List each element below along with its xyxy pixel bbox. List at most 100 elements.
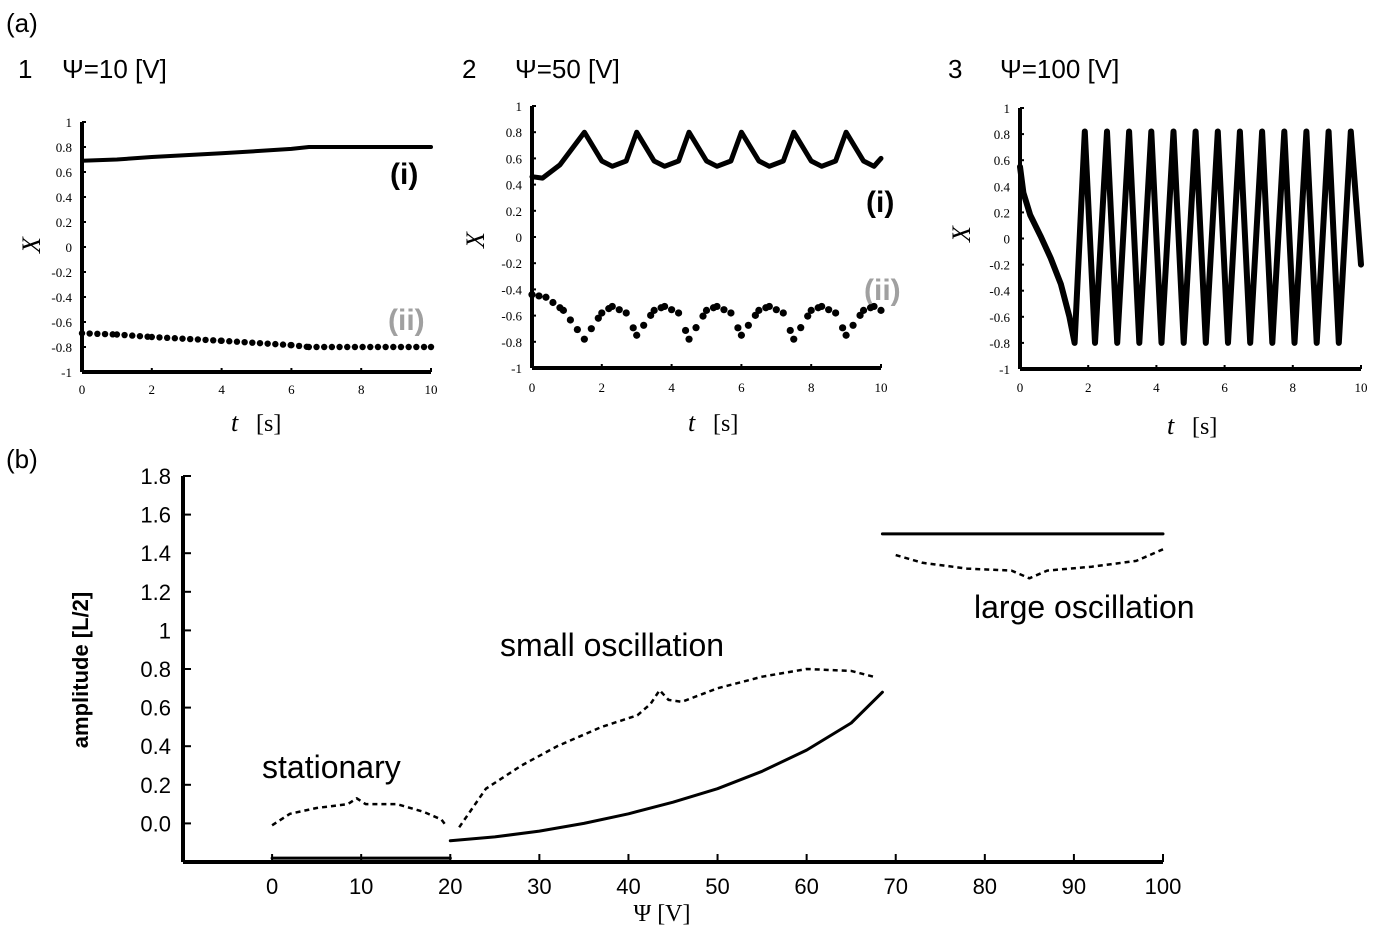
- data-point: [313, 343, 320, 351]
- data-point: [629, 324, 637, 332]
- data-point: [390, 343, 397, 351]
- data-point: [832, 309, 840, 317]
- data-point: [755, 306, 763, 314]
- amplitude-curve-4: [458, 667, 874, 829]
- data-point: [594, 314, 602, 322]
- data-point: [295, 342, 303, 350]
- data-point: [633, 331, 641, 339]
- y-tick-label: 0.8: [506, 125, 522, 140]
- data-point: [413, 343, 420, 351]
- subplot-3-xunit: [s]: [1192, 414, 1217, 440]
- y-tick-label: -0.4: [51, 290, 72, 305]
- data-point: [305, 343, 313, 351]
- y-tick-label: 0.6: [506, 151, 523, 166]
- data-point: [94, 330, 101, 337]
- data-point: [272, 340, 279, 348]
- data-point: [668, 306, 676, 314]
- data-point: [566, 316, 574, 324]
- data-point: [622, 309, 630, 317]
- data-point: [156, 334, 163, 341]
- subplot-1-series-i-label: (i): [390, 158, 418, 191]
- y-tick-label: 0: [516, 230, 523, 245]
- data-point: [779, 309, 787, 317]
- data-point: [692, 324, 700, 332]
- subplot-3-number: 3: [948, 54, 962, 84]
- data-point: [549, 298, 557, 307]
- data-point: [101, 330, 109, 338]
- x-tick-label: 70: [883, 874, 907, 899]
- y-tick-label: -0.6: [989, 310, 1010, 325]
- x-tick-label: 2: [149, 382, 156, 397]
- x-tick-label: 100: [1145, 874, 1182, 899]
- subplot-3: 1 0.8 0.6 0.4 0.2 0 -0.2 -0.4 -0.6 -0.8 -1 0 2 4 6 8 10: [989, 101, 1367, 395]
- y-tick-label: 0.4: [506, 178, 523, 193]
- data-point: [765, 302, 773, 311]
- data-point: [241, 338, 248, 346]
- data-point: [210, 337, 217, 344]
- y-tick-label: 0.2: [140, 773, 171, 798]
- y-tick-label: 1: [159, 618, 171, 643]
- data-point: [849, 321, 857, 329]
- x-tick-label: 2: [1085, 380, 1092, 395]
- x-tick-label: 10: [349, 874, 373, 899]
- x-tick-label: 10: [1355, 380, 1368, 395]
- data-point: [587, 325, 595, 333]
- x-tick-label: 6: [288, 382, 295, 397]
- data-point: [249, 339, 256, 346]
- amplitude-curve-1: [448, 690, 884, 843]
- x-tick-label: 0: [266, 874, 278, 899]
- data-point: [136, 332, 144, 340]
- data-point: [681, 326, 690, 335]
- y-tick-label: 0.8: [56, 140, 72, 155]
- series-line-0: [1017, 128, 1364, 346]
- series-ii-dots: [78, 330, 435, 351]
- data-point: [279, 341, 287, 348]
- x-tick-label: 60: [794, 874, 818, 899]
- data-point: [870, 302, 878, 311]
- y-tick-label: 1.4: [140, 541, 171, 566]
- x-tick-label: 4: [668, 380, 675, 395]
- data-point: [179, 335, 186, 342]
- x-tick-label: 2: [599, 380, 606, 395]
- data-point: [288, 341, 295, 349]
- subplot-2-xunit: [s]: [713, 411, 738, 437]
- data-point: [321, 343, 328, 351]
- x-tick-label: 4: [218, 382, 225, 397]
- x-tick-label: 90: [1062, 874, 1086, 899]
- data-point: [202, 336, 209, 344]
- subplot-3-title: Ψ=100 [V]: [1000, 54, 1119, 84]
- data-point: [427, 343, 435, 351]
- x-tick-label: 30: [527, 874, 551, 899]
- data-point: [256, 339, 264, 347]
- data-point: [382, 343, 389, 351]
- data-point: [842, 331, 850, 339]
- data-point: [121, 331, 128, 339]
- data-point: [528, 291, 536, 299]
- y-tick-label: -0.2: [989, 258, 1010, 273]
- x-tick-label: 0: [79, 382, 86, 397]
- y-tick-label: 0.6: [56, 165, 73, 180]
- y-tick-label: 1: [516, 99, 523, 114]
- data-point: [720, 306, 728, 314]
- subplot-2-number: 2: [462, 54, 476, 84]
- data-point: [818, 302, 826, 311]
- subplot-1-series-ii-label: (ii): [388, 304, 425, 337]
- series-line-0: [529, 129, 884, 181]
- data-point: [86, 330, 93, 337]
- data-point: [573, 325, 581, 334]
- subplot-3-ylabel: X: [947, 225, 976, 243]
- y-tick-label: -0.8: [501, 335, 522, 350]
- data-point: [737, 331, 746, 339]
- data-point: [877, 306, 885, 314]
- data-point: [744, 321, 752, 329]
- data-point: [608, 302, 616, 311]
- subplot-2-series-ii-label: (ii): [864, 274, 901, 307]
- data-point: [804, 312, 812, 320]
- y-tick-label: 0.8: [994, 127, 1010, 142]
- series-line-0: [80, 145, 433, 163]
- data-point: [790, 335, 798, 343]
- subplot-2-ylabel: X: [461, 231, 490, 249]
- data-point: [78, 330, 86, 337]
- chart-b-ylabel: amplitude [L/2]: [68, 592, 93, 748]
